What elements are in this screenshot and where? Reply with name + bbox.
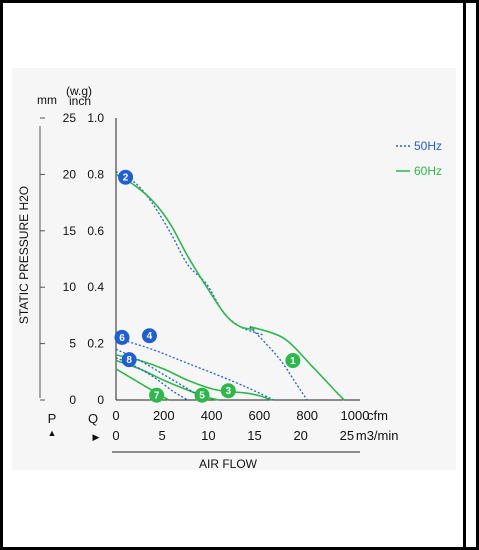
curve-marker-3: 3 <box>220 383 236 399</box>
airflow-arrow-icon: ▶ <box>93 432 100 442</box>
marker-label: 7 <box>154 391 160 402</box>
marker-circle <box>220 383 236 399</box>
marker-circle <box>121 352 137 368</box>
marker-label: 8 <box>126 355 132 366</box>
curve-3-60hz <box>115 354 272 401</box>
y-tick-mm: 15 <box>63 224 77 238</box>
y-ticks-inch: 1.0 0.8 0.6 0.4 0.2 0 <box>87 111 104 407</box>
y-tick-mm: 10 <box>63 280 77 294</box>
y-tick-inch: 0.4 <box>87 280 104 294</box>
curve-markers: 1 2 3 4 5 6 7 8 <box>114 169 301 403</box>
legend: 50Hz 60Hz <box>396 139 442 178</box>
chart-panel <box>12 68 456 470</box>
curve-marker-2: 2 <box>118 169 134 185</box>
marker-circle <box>114 329 130 345</box>
marker-circle <box>141 328 157 344</box>
marker-label: 2 <box>123 173 129 184</box>
curve-2-60hz <box>115 173 255 331</box>
curve-2-50hz <box>115 171 265 336</box>
y-axis-title: STATIC PRESSURE H2O <box>17 186 31 324</box>
x-tick-m3min: 20 <box>293 428 307 443</box>
curves <box>115 171 345 401</box>
fan-performance-chart: STATIC PRESSURE H2O mm (w.g) inch 252015… <box>17 84 442 470</box>
x-tick-cfm: 200 <box>153 408 175 423</box>
y-ticks-mm: 25 20 15 10 5 0 <box>40 111 76 407</box>
x-tick-cfm: 600 <box>249 408 271 423</box>
y-tick-mm: 20 <box>63 167 77 181</box>
x-ticks-m3min: 0 5 10 15 20 25 m3/min <box>112 428 398 443</box>
x-tick-m3min: 5 <box>159 428 166 443</box>
marker-label: 3 <box>226 386 232 397</box>
curve-marker-7: 7 <box>149 387 165 403</box>
y-unit-inch: inch <box>69 94 91 108</box>
marker-label: 1 <box>290 356 296 367</box>
curve-1-50hz <box>249 326 308 401</box>
x-unit-m3min: m3/min <box>356 428 399 443</box>
marker-circle <box>118 169 134 185</box>
y-tick-inch: 0.6 <box>87 224 104 238</box>
legend-60hz-label: 60Hz <box>414 164 442 178</box>
x-tick-m3min: 25 <box>340 428 354 443</box>
y-tick-mm: 5 <box>69 337 76 351</box>
y-tick-inch: 0 <box>97 393 104 407</box>
pressure-arrow-icon: ▲ <box>48 428 57 438</box>
x-tick-m3min: 0 <box>112 428 119 443</box>
y-unit-mm: mm <box>37 93 57 107</box>
pressure-symbol: P <box>48 411 57 426</box>
y-tick-inch: 0.2 <box>87 337 104 351</box>
x-tick-cfm: 0 <box>112 408 119 423</box>
curve-marker-4: 4 <box>141 328 157 344</box>
y-tick-inch: 1.0 <box>87 111 104 125</box>
marker-label: 5 <box>199 391 205 402</box>
curve-1-60hz <box>249 325 345 401</box>
marker-label: 6 <box>119 333 125 344</box>
curve-marker-5: 5 <box>194 387 210 403</box>
y-tick-mm: 25 <box>63 111 77 125</box>
x-tick-m3min: 10 <box>201 428 215 443</box>
y-tick-inch: 0.8 <box>87 167 104 181</box>
y-tick-mm: 0 <box>69 393 76 407</box>
marker-circle <box>149 387 165 403</box>
marker-circle <box>285 353 301 369</box>
frame-divider <box>463 3 466 547</box>
airflow-symbol: Q <box>88 411 98 426</box>
curve-8-50hz <box>115 357 189 401</box>
legend-50hz-label: 50Hz <box>414 139 442 153</box>
x-tick-m3min: 15 <box>247 428 261 443</box>
marker-circle <box>194 387 210 403</box>
curve-marker-1: 1 <box>285 353 301 369</box>
marker-label: 4 <box>147 331 153 342</box>
curve-marker-8: 8 <box>121 352 137 368</box>
curve-marker-6: 6 <box>114 329 130 345</box>
x-tick-cfm: 800 <box>296 408 318 423</box>
y-unit-wg: (w.g) <box>66 84 92 98</box>
x-unit-cfm: cfm <box>367 408 388 423</box>
x-tick-cfm: 400 <box>201 408 223 423</box>
curve-4-50hz <box>115 337 275 401</box>
x-tick-cfm: 1000 <box>341 408 370 423</box>
x-axis-title: AIR FLOW <box>199 457 258 470</box>
